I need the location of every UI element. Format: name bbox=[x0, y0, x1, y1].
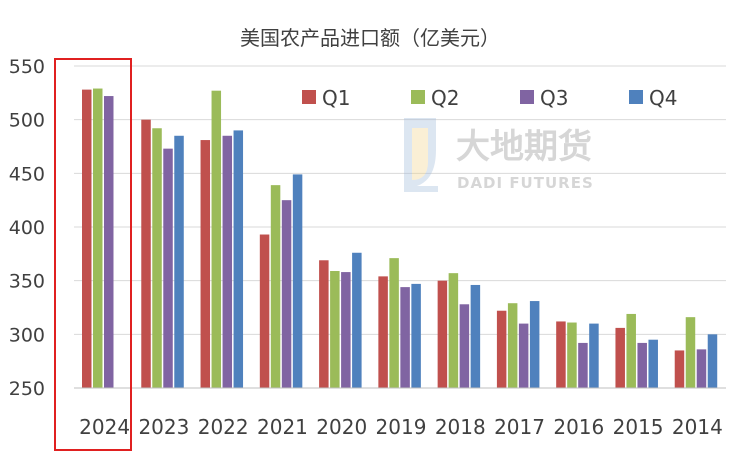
y-tick-label: 450 bbox=[9, 163, 45, 185]
legend-swatch-q4 bbox=[629, 90, 643, 104]
x-tick-label: 2017 bbox=[494, 415, 545, 439]
bar-q4-2020 bbox=[352, 252, 362, 388]
x-tick-label: 2014 bbox=[672, 415, 723, 439]
legend-swatch-q1 bbox=[302, 90, 316, 104]
legend-label-q2: Q2 bbox=[431, 86, 459, 110]
y-tick-label: 500 bbox=[9, 110, 45, 132]
bar-q1-2024 bbox=[82, 89, 92, 388]
y-tick-label: 550 bbox=[9, 56, 45, 78]
bar-q1-2019 bbox=[378, 276, 388, 388]
bar-q4-2023 bbox=[174, 135, 184, 388]
bars bbox=[82, 88, 718, 389]
x-axis-tick-labels: 2024 2023 2022 2021 2020 2019 2018 2017 2016 2015… bbox=[79, 415, 723, 439]
legend-swatch-q3 bbox=[520, 90, 534, 104]
x-tick-label: 2018 bbox=[435, 415, 486, 439]
bar-q3-2015 bbox=[637, 342, 647, 388]
bar-q3-2016 bbox=[578, 342, 588, 388]
x-tick-label: 2016 bbox=[553, 415, 604, 439]
bar-q3-2020 bbox=[341, 272, 351, 388]
bar-q4-2018 bbox=[470, 284, 481, 388]
y-tick-label: 250 bbox=[9, 378, 45, 400]
bar-q2-2019 bbox=[389, 258, 399, 388]
bar-q3-2021 bbox=[281, 200, 292, 388]
x-tick-label: 2019 bbox=[376, 415, 427, 439]
highlight-box-2024 bbox=[54, 58, 132, 451]
bar-q2-2020 bbox=[330, 271, 340, 388]
bar-q3-2014 bbox=[696, 349, 707, 388]
watermark-brand-en: DADI FUTURES bbox=[457, 174, 594, 192]
bar-q4-2017 bbox=[529, 301, 540, 388]
bar-q3-2023 bbox=[163, 148, 173, 388]
bar-q4-2016 bbox=[589, 323, 599, 388]
y-tick-label: 300 bbox=[9, 324, 45, 346]
bar-q2-2023 bbox=[152, 128, 162, 388]
bar-q2-2017 bbox=[507, 303, 518, 388]
bar-q2-2014 bbox=[685, 317, 696, 388]
legend-label-q3: Q3 bbox=[540, 86, 568, 110]
bar-q1-2015 bbox=[615, 327, 625, 388]
watermark-brand-cn: 大地期货 bbox=[456, 127, 592, 167]
x-tick-label: 2024 bbox=[79, 415, 130, 439]
bar-q3-2022 bbox=[222, 135, 233, 388]
bar-q1-2022 bbox=[200, 140, 211, 388]
watermark: 大地期货 DADI FUTURES bbox=[404, 118, 594, 192]
bar-q2-2016 bbox=[567, 322, 577, 388]
bar-q2-2021 bbox=[270, 185, 281, 388]
x-tick-label: 2023 bbox=[138, 415, 189, 439]
x-tick-label: 2021 bbox=[257, 415, 308, 439]
bar-q1-2023 bbox=[141, 119, 151, 389]
bar-q3-2019 bbox=[400, 287, 410, 388]
bar-q4-2015 bbox=[648, 339, 658, 388]
legend-swatch-q2 bbox=[411, 90, 425, 104]
bar-q1-2017 bbox=[496, 310, 507, 388]
y-tick-label: 400 bbox=[9, 217, 45, 239]
bar-q4-2021 bbox=[292, 174, 303, 388]
bar-q3-2017 bbox=[518, 323, 529, 388]
bar-q1-2016 bbox=[556, 321, 566, 388]
watermark-logo-icon bbox=[404, 118, 438, 192]
y-axis-tick-labels: 250 300 350 400 450 500 550 bbox=[9, 56, 45, 400]
legend-label-q4: Q4 bbox=[649, 86, 677, 110]
bar-q3-2024 bbox=[104, 96, 114, 388]
bar-q2-2024 bbox=[93, 88, 103, 388]
bar-q1-2021 bbox=[259, 234, 270, 388]
bar-q2-2018 bbox=[448, 273, 459, 388]
bar-q1-2018 bbox=[437, 280, 448, 388]
x-tick-label: 2015 bbox=[613, 415, 664, 439]
bar-q1-2014 bbox=[674, 350, 685, 388]
x-tick-label: 2022 bbox=[198, 415, 249, 439]
x-tick-label: 2020 bbox=[316, 415, 367, 439]
chart-title: 美国农产品进口额（亿美元） bbox=[240, 26, 500, 50]
legend: Q1 Q2 Q3 Q4 bbox=[302, 86, 677, 110]
bar-q2-2015 bbox=[626, 313, 636, 388]
y-tick-label: 350 bbox=[9, 271, 45, 293]
bar-q2-2022 bbox=[211, 90, 222, 388]
legend-label-q1: Q1 bbox=[322, 86, 350, 110]
bar-q1-2020 bbox=[319, 260, 329, 388]
bar-q4-2019 bbox=[411, 283, 421, 388]
bar-q4-2014 bbox=[707, 334, 718, 388]
bar-q3-2018 bbox=[459, 304, 470, 388]
bar-q4-2022 bbox=[233, 130, 244, 388]
